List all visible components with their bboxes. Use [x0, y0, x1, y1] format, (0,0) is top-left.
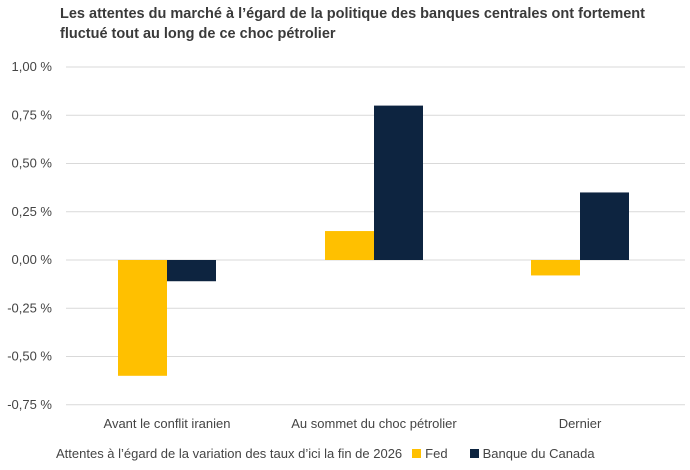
- legend-label-boc: Banque du Canada: [482, 446, 595, 461]
- x-tick-label: Au sommet du choc pétrolier: [291, 416, 457, 431]
- y-tick-label: 0,25 %: [12, 204, 53, 219]
- legend-swatch-fed: [412, 449, 422, 458]
- bar-boc: [167, 260, 216, 282]
- bar-fed: [118, 260, 167, 376]
- legend-title: Attentes à l’égard de la variation des t…: [56, 446, 403, 461]
- bar-fed: [531, 260, 580, 276]
- y-tick-label: -0,75 %: [7, 397, 52, 412]
- x-tick-label: Avant le conflit iranien: [104, 416, 231, 431]
- chart-title: Les attentes du marché à l’égard de la p…: [60, 6, 645, 42]
- legend-swatch-boc: [469, 449, 479, 458]
- bar-boc: [580, 192, 629, 260]
- y-tick-label: 0,00 %: [12, 252, 53, 267]
- legend-label-fed: Fed: [425, 446, 448, 461]
- y-tick-label: 0,50 %: [12, 156, 53, 171]
- y-tick-label: -0,50 %: [7, 349, 52, 364]
- x-tick-label: Dernier: [559, 416, 602, 431]
- y-tick-label: 1,00 %: [12, 59, 53, 74]
- legend: Attentes à l’égard de la variation des t…: [56, 446, 595, 461]
- y-tick-label: 0,75 %: [12, 107, 53, 122]
- bar-fed: [325, 231, 374, 260]
- y-tick-label: -0,25 %: [7, 300, 52, 315]
- bar-boc: [374, 105, 423, 260]
